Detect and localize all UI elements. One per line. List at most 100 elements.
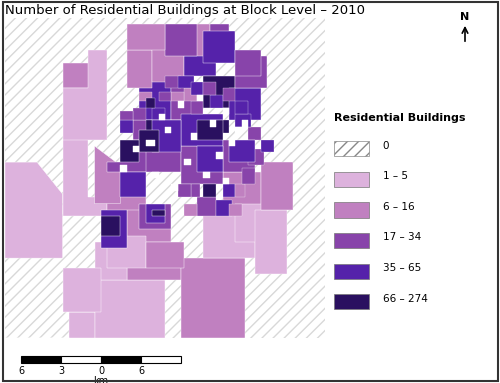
Polygon shape — [261, 140, 274, 152]
Polygon shape — [172, 82, 203, 121]
Bar — [101, 356, 141, 363]
Polygon shape — [101, 216, 120, 236]
Text: Residential Buildings: Residential Buildings — [334, 113, 465, 123]
Polygon shape — [229, 88, 261, 121]
Polygon shape — [248, 149, 264, 165]
Bar — [141, 356, 181, 363]
Polygon shape — [62, 290, 101, 313]
Polygon shape — [181, 258, 245, 338]
Polygon shape — [140, 76, 172, 121]
Polygon shape — [236, 114, 252, 127]
Polygon shape — [158, 114, 165, 121]
Polygon shape — [62, 268, 101, 313]
Polygon shape — [178, 185, 190, 197]
Polygon shape — [184, 204, 197, 216]
Polygon shape — [216, 200, 232, 216]
Text: 35 – 65: 35 – 65 — [383, 263, 421, 273]
Polygon shape — [126, 50, 152, 88]
Polygon shape — [210, 25, 229, 50]
Polygon shape — [222, 88, 235, 101]
Text: 3: 3 — [58, 366, 64, 376]
Polygon shape — [62, 88, 108, 216]
Polygon shape — [165, 25, 197, 57]
Polygon shape — [236, 127, 242, 133]
Polygon shape — [190, 101, 203, 114]
Polygon shape — [165, 76, 181, 88]
Polygon shape — [216, 121, 229, 133]
Polygon shape — [62, 50, 108, 140]
Polygon shape — [254, 210, 286, 274]
Polygon shape — [236, 57, 268, 88]
Polygon shape — [197, 146, 222, 172]
Text: 6: 6 — [138, 366, 144, 376]
Polygon shape — [236, 185, 245, 197]
Polygon shape — [120, 140, 140, 162]
Polygon shape — [204, 185, 216, 197]
Polygon shape — [190, 185, 200, 197]
Polygon shape — [222, 140, 254, 172]
Polygon shape — [152, 44, 184, 82]
Text: 0: 0 — [383, 141, 389, 151]
Polygon shape — [190, 133, 197, 140]
Text: 0: 0 — [98, 366, 104, 376]
Polygon shape — [108, 236, 146, 268]
Polygon shape — [197, 197, 216, 216]
Polygon shape — [229, 140, 254, 162]
Polygon shape — [146, 204, 165, 223]
Polygon shape — [242, 169, 254, 185]
Polygon shape — [133, 108, 146, 121]
Polygon shape — [229, 140, 235, 146]
Polygon shape — [120, 165, 126, 172]
Bar — [61, 356, 101, 363]
Bar — [334, 172, 369, 187]
Polygon shape — [172, 185, 178, 191]
Polygon shape — [216, 152, 222, 159]
Polygon shape — [5, 313, 94, 338]
Text: N: N — [460, 12, 469, 22]
Polygon shape — [190, 82, 203, 95]
Polygon shape — [204, 82, 216, 95]
Polygon shape — [184, 88, 197, 101]
Polygon shape — [165, 127, 172, 133]
Polygon shape — [172, 92, 184, 101]
Polygon shape — [181, 146, 222, 185]
Polygon shape — [204, 210, 254, 258]
Polygon shape — [158, 92, 172, 101]
Polygon shape — [146, 242, 184, 268]
Polygon shape — [242, 121, 248, 127]
Polygon shape — [222, 172, 261, 210]
Polygon shape — [181, 114, 222, 146]
Polygon shape — [204, 76, 236, 108]
Polygon shape — [146, 121, 158, 133]
Polygon shape — [236, 50, 261, 76]
Polygon shape — [165, 130, 174, 140]
Text: 66 – 274: 66 – 274 — [383, 294, 428, 304]
Polygon shape — [236, 204, 268, 242]
Bar — [334, 141, 369, 156]
Polygon shape — [120, 172, 146, 197]
Polygon shape — [140, 92, 152, 101]
Polygon shape — [146, 140, 156, 146]
Polygon shape — [146, 140, 152, 146]
Polygon shape — [210, 121, 216, 127]
Polygon shape — [222, 108, 229, 114]
Polygon shape — [146, 98, 156, 108]
Polygon shape — [126, 140, 140, 152]
Polygon shape — [94, 242, 126, 280]
Polygon shape — [108, 172, 146, 216]
Polygon shape — [120, 111, 133, 121]
Polygon shape — [236, 101, 248, 114]
Polygon shape — [222, 178, 229, 185]
Polygon shape — [94, 280, 165, 338]
Polygon shape — [120, 121, 133, 133]
Polygon shape — [184, 159, 190, 165]
Polygon shape — [222, 185, 235, 197]
Polygon shape — [126, 25, 165, 50]
Polygon shape — [152, 108, 165, 121]
Polygon shape — [94, 146, 120, 204]
Polygon shape — [62, 63, 94, 88]
Bar — [334, 233, 369, 248]
Bar — [334, 264, 369, 279]
Polygon shape — [178, 76, 194, 88]
Polygon shape — [184, 25, 210, 57]
